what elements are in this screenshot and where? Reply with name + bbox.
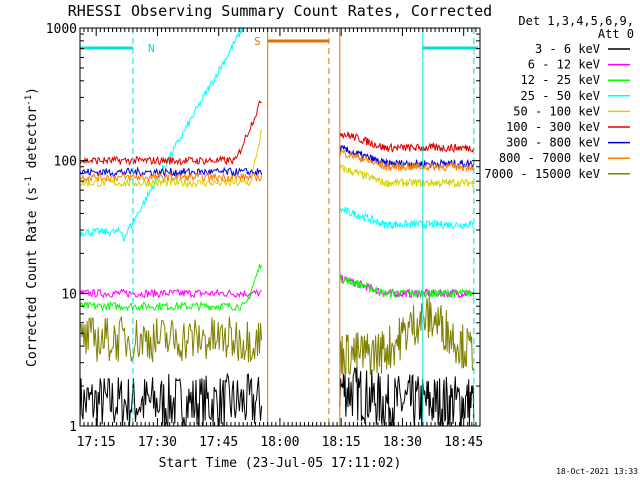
x-axis-label: Start Time (23-Jul-05 17:11:02): [159, 456, 402, 471]
legend-item-label: 25 - 50 keV: [521, 89, 600, 103]
legend-item-label: 800 - 7000 keV: [499, 151, 600, 165]
y-tick-label: 1000: [46, 22, 77, 37]
x-tick-label: 18:30: [383, 435, 422, 450]
legend-item-label: 50 - 100 keV: [513, 104, 600, 118]
series-line: [339, 206, 475, 230]
footer-date: 18-Oct-2021 13:33: [556, 467, 638, 476]
series-line: [79, 315, 263, 363]
y-tick-label: 10: [61, 287, 77, 302]
y-tick-label: 1: [69, 420, 77, 435]
saa-label: S: [254, 35, 261, 48]
series-line: [79, 172, 263, 183]
series-line: [79, 288, 262, 299]
night-label: N: [148, 42, 155, 55]
y-tick-label: 100: [54, 155, 77, 170]
x-tick-label: 17:30: [138, 435, 177, 450]
series-line: [339, 366, 475, 427]
series-line: [339, 144, 475, 169]
series-line: [339, 164, 475, 189]
x-tick-label: 18:15: [322, 435, 361, 450]
series-line: [339, 274, 475, 299]
series-line: [79, 263, 263, 312]
x-tick-label: 18:45: [444, 435, 483, 450]
x-tick-label: 17:15: [77, 435, 116, 450]
series-line: [339, 296, 475, 376]
series-line: [79, 99, 262, 167]
y-axis-label: Corrected Count Rate (s-1 detector-1): [24, 87, 40, 367]
x-tick-label: 17:45: [199, 435, 238, 450]
annotation-layer: NS: [79, 28, 478, 426]
legend: Det 1,3,4,5,6,9, Att 0 3 - 6 keV 6 - 12 k…: [484, 14, 634, 181]
legend-header-line-1: Det 1,3,4,5,6,9,: [518, 14, 634, 28]
data-layer: [79, 27, 475, 428]
series-line: [79, 166, 263, 178]
chart-title: RHESSI Observing Summary Count Rates, Co…: [68, 2, 492, 20]
series-line: [79, 27, 262, 242]
series-line: [339, 148, 475, 173]
legend-item-label: 12 - 25 keV: [521, 73, 600, 87]
legend-item-label: 3 - 6 keV: [535, 42, 600, 56]
x-tick-label: 18:00: [260, 435, 299, 450]
plot-frame: [79, 27, 481, 427]
series-line: [339, 131, 475, 154]
legend-header-line-2: Att 0: [598, 27, 634, 41]
series-line: [79, 372, 263, 428]
legend-item-label: 7000 - 15000 keV: [484, 167, 600, 181]
axes-layer: 1 10 100 1000 17:15 17:30 17:45 18:00 18:15 18:30…: [46, 22, 484, 450]
legend-item-label: 100 - 300 keV: [506, 120, 600, 134]
legend-item-label: 300 - 800 keV: [506, 136, 600, 150]
legend-item-label: 6 - 12 keV: [528, 58, 600, 72]
